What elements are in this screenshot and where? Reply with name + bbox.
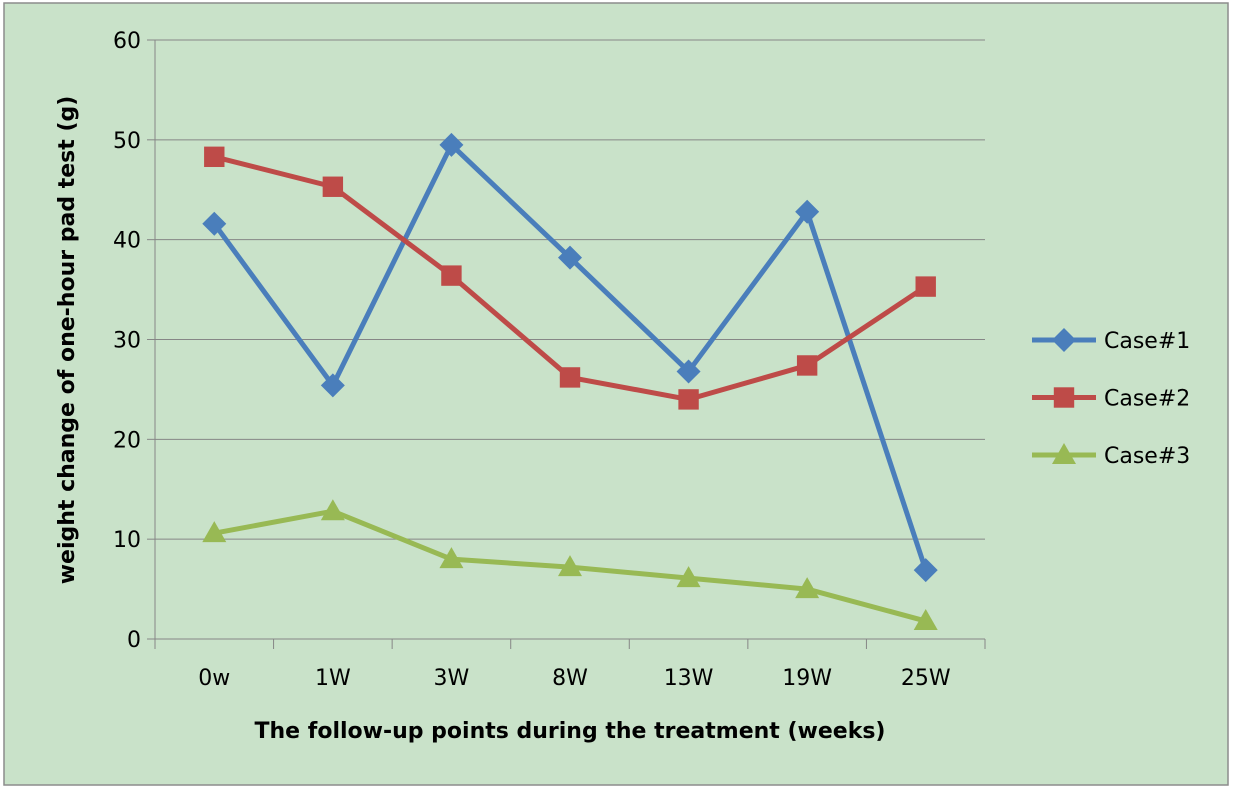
series-case3 — [202, 499, 938, 631]
x-tick-label: 3W — [434, 666, 470, 691]
data-point-square — [678, 389, 699, 410]
data-point-triangle — [320, 499, 345, 521]
data-point-triangle — [795, 577, 820, 599]
x-tick-label: 0w — [198, 666, 230, 691]
data-point-triangle — [202, 521, 227, 543]
y-tick-label: 20 — [113, 428, 141, 453]
legend-item: Case#3 — [1032, 443, 1190, 469]
data-point-triangle — [1052, 443, 1076, 464]
data-point-diamond — [676, 359, 701, 384]
data-point-square — [1053, 387, 1075, 408]
x-axis-label: The follow-up points during the treatmen… — [255, 719, 886, 744]
series-case1 — [202, 132, 938, 583]
y-tick-label: 50 — [113, 129, 141, 154]
x-tick-label: 1W — [315, 666, 351, 691]
legend-item: Case#1 — [1032, 328, 1190, 354]
data-point-diamond — [558, 245, 582, 270]
chart-background — [3, 2, 1229, 786]
data-point-square — [915, 276, 936, 297]
data-point-triangle — [558, 555, 582, 577]
y-axis-label: weight change of one-hour pad test (g) — [55, 96, 80, 585]
legend-label: Case#2 — [1104, 387, 1190, 412]
x-tick-label: 19W — [782, 666, 832, 691]
data-point-square — [322, 176, 344, 197]
y-tick-label: 0 — [127, 628, 141, 653]
data-point-diamond — [795, 199, 820, 224]
series-case2 — [204, 146, 936, 410]
y-tick-label: 10 — [113, 528, 141, 553]
y-tick-label: 60 — [113, 29, 141, 54]
x-tick-label: 25W — [901, 666, 951, 691]
data-point-triangle — [913, 609, 938, 631]
data-point-square — [441, 265, 462, 286]
y-tick-label: 30 — [113, 329, 141, 354]
data-point-diamond — [439, 132, 464, 157]
data-point-triangle — [676, 566, 701, 588]
data-point-square — [204, 146, 225, 168]
data-point-diamond — [320, 373, 345, 398]
legend-item: Case#2 — [1032, 387, 1190, 412]
x-tick-label: 8W — [552, 666, 588, 691]
data-point-diamond — [1052, 328, 1076, 352]
y-tick-label: 40 — [113, 229, 141, 254]
data-point-diamond — [202, 211, 227, 236]
legend-label: Case#3 — [1104, 444, 1190, 469]
data-point-square — [796, 355, 818, 376]
legend-label: Case#1 — [1104, 329, 1190, 354]
data-point-triangle — [439, 547, 464, 569]
data-point-diamond — [913, 558, 938, 583]
data-point-square — [559, 367, 581, 388]
x-tick-label: 13W — [664, 666, 714, 691]
